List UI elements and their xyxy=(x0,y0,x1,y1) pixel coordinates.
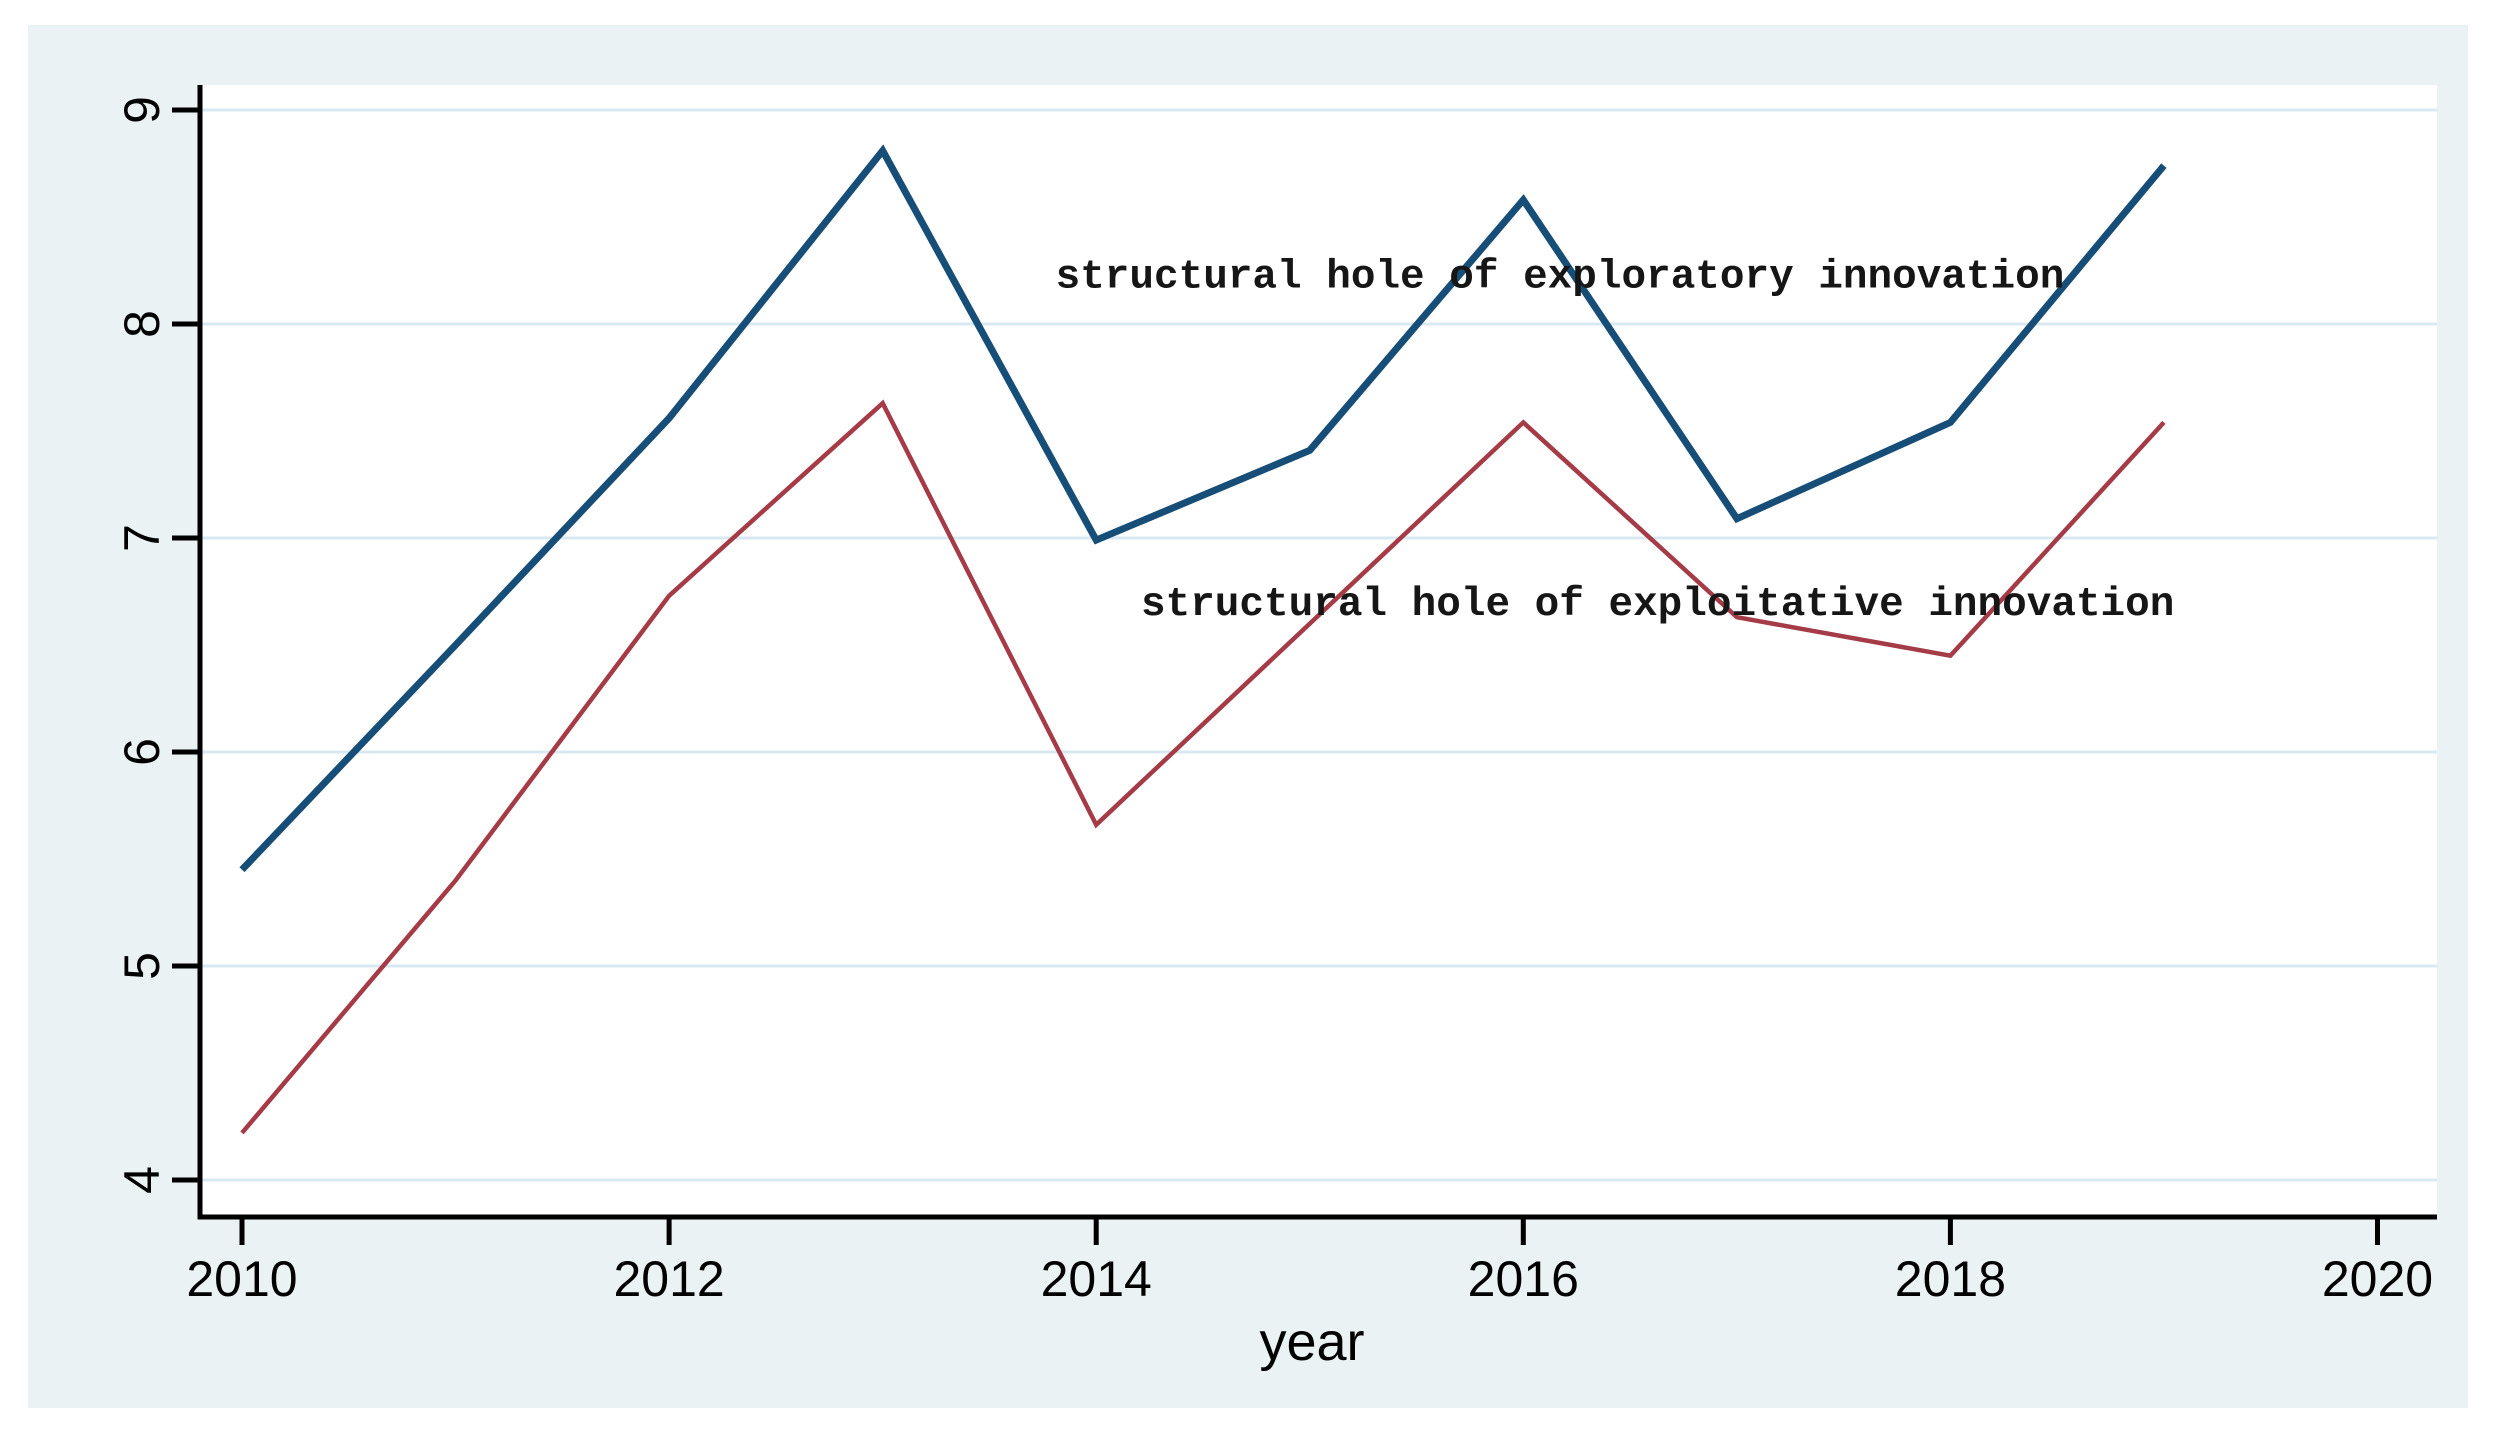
y-tick-label-4: 4 xyxy=(114,1166,170,1194)
x-axis-title: year xyxy=(1259,1312,1364,1372)
series-label-annotation-2: structural hole of exploitative innovati… xyxy=(1141,582,2174,628)
x-tick-label-2020: 2020 xyxy=(2322,1251,2433,1307)
x-tick-label-2010: 2010 xyxy=(186,1251,297,1307)
series-line-exploratory xyxy=(239,144,2167,873)
plot-area xyxy=(200,85,2437,1217)
y-tick-label-5: 5 xyxy=(114,952,170,980)
y-tick-label-8: 8 xyxy=(114,310,170,338)
y-tick-label-6: 6 xyxy=(114,738,170,766)
x-tick-label-2012: 2012 xyxy=(613,1251,724,1307)
series-label-annotation-1: structural hole of exploratory innovatio… xyxy=(1056,254,2065,300)
x-tick-label-2018: 2018 xyxy=(1895,1251,2006,1307)
x-tick-label-2014: 2014 xyxy=(1041,1251,1152,1307)
series-line-exploitative xyxy=(240,399,2166,1135)
y-tick-label-9: 9 xyxy=(114,96,170,124)
y-tick-label-7: 7 xyxy=(114,524,170,552)
x-tick-label-2016: 2016 xyxy=(1468,1251,1579,1307)
